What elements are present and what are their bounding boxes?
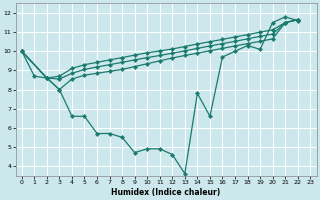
X-axis label: Humidex (Indice chaleur): Humidex (Indice chaleur) (111, 188, 221, 197)
